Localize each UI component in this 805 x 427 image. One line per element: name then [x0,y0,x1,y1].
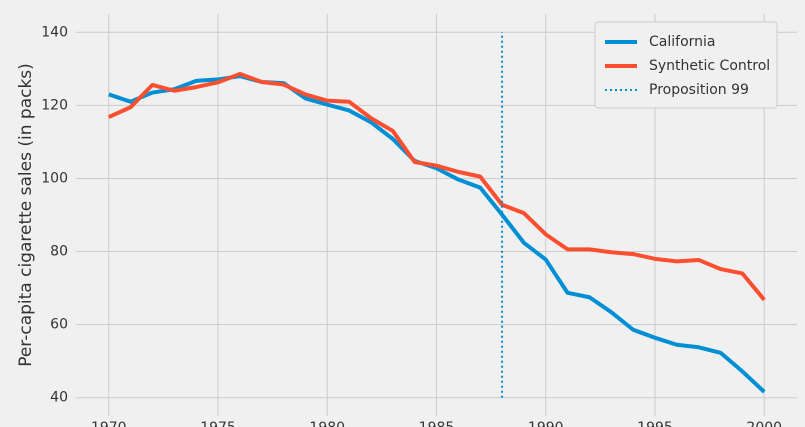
y-tick-label: 120 [41,97,68,113]
y-tick-label: 80 [50,244,68,260]
legend-label: Synthetic Control [649,58,770,74]
legend: California Synthetic Control Proposition 9… [594,21,778,109]
x-tick-label: 2000 [746,420,782,427]
y-axis-label: Per-capita cigarette sales (in packs) [16,63,36,367]
x-tick-label: 1995 [637,420,673,427]
series-line [108,74,766,394]
y-tick-label: 100 [41,170,68,186]
y-tick-label: 40 [50,390,68,406]
y-tick-label: 140 [41,24,68,40]
x-tick-label: 1985 [419,420,455,427]
x-tick-label: 1980 [309,420,345,427]
x-tick-label: 1970 [91,420,127,427]
legend-frame [594,21,778,109]
x-tick-label: 1975 [200,420,236,427]
x-tick-label: 1990 [528,420,564,427]
y-tick-label: 60 [50,317,68,333]
legend-label: Proposition 99 [649,82,749,98]
legend-label: California [649,34,715,50]
series-line [107,71,766,302]
